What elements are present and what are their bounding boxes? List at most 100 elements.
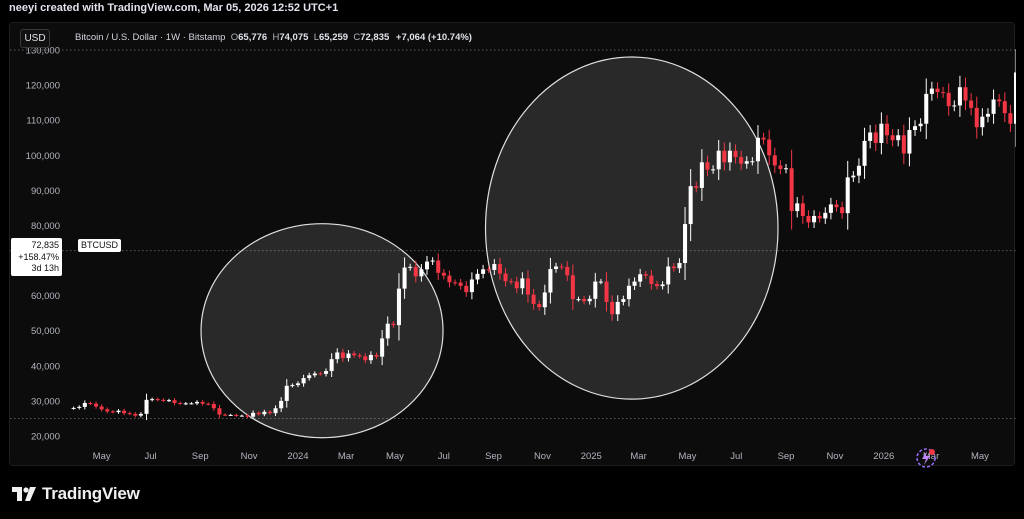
candle [391,321,396,328]
candle-body [357,355,362,357]
candle-body [834,204,839,208]
candle-body [82,403,87,407]
candle-body [430,260,435,262]
candle-body [918,123,923,127]
candle [368,351,373,364]
candle-body [828,204,833,213]
candle [335,348,340,364]
candle-body [307,375,312,379]
candle [200,400,205,406]
candle [649,270,654,290]
candle-body [469,279,474,293]
y-tick-label: 40,000 [31,361,60,372]
candle-body [200,401,205,404]
candle [307,372,312,381]
candle-body [654,284,660,287]
candle-body [671,266,676,269]
y-tick-label: 100,000 [26,151,60,162]
candle-body [380,338,385,357]
candle-body [587,298,592,302]
candle [654,280,660,290]
candle [475,269,480,285]
close-value: 72,835 [360,32,390,43]
candle-body [94,403,99,407]
candle-body [677,263,682,269]
candle [604,272,609,312]
candle [610,295,615,321]
candle-body [699,162,704,188]
candle-body [424,261,430,270]
candle-body [374,354,379,357]
chart-panel[interactable]: 20,00030,00040,00050,00060,00070,00080,0… [9,22,1016,468]
candle-body [963,87,968,101]
candle [559,263,564,270]
y-tick-label: 30,000 [31,396,60,407]
candle-body [997,99,1002,102]
candle-body [548,268,553,293]
candle [694,181,699,193]
candle [716,139,721,181]
currency-selector-button[interactable]: USD [20,29,50,48]
candle-body [896,135,901,141]
candle-body [929,88,934,94]
candle [856,158,861,184]
candle-body [980,116,985,128]
candle-body [228,414,233,416]
candle [340,348,345,362]
candle-body [985,113,990,117]
candle [531,288,536,310]
candle [295,381,301,388]
candle-body [267,411,272,414]
candle-body [262,411,267,415]
candle [744,156,749,169]
candle [638,268,643,287]
last-price-percent: +158.47% [18,251,59,262]
candle [828,197,833,220]
close-label: C [353,32,361,43]
candle-body [368,354,373,361]
candle [957,75,962,117]
candle [913,120,918,136]
flash-icon[interactable] [915,447,937,474]
candle [464,281,469,297]
candle [217,404,222,418]
candle [683,207,688,281]
candle-body [284,385,289,401]
candle-body [419,269,424,277]
candle [453,279,458,286]
candle [901,124,906,165]
candle-body [436,260,441,273]
candle [194,400,200,406]
candle-body [239,415,244,417]
candle-body [363,356,368,361]
candle-body [217,408,222,415]
candle [228,413,233,417]
candle-body [705,162,710,170]
candle [150,397,155,402]
candle-body [245,415,250,417]
price-chart[interactable]: 20,00030,00040,00050,00060,00070,00080,0… [10,23,1016,467]
candle-body [542,292,547,308]
candle-body [447,275,452,283]
candle [133,412,138,418]
candle-body [301,378,306,384]
candle [783,163,789,174]
candle [138,412,143,418]
candle-body [755,137,760,162]
candle-body [767,139,772,156]
candle [127,411,132,416]
highlight-ellipse [484,56,779,400]
candle-body [458,282,463,286]
candle [105,407,110,414]
tradingview-logo: TradingView [12,484,140,504]
candle-body [340,352,345,359]
candle-body [873,132,878,143]
candle-body [329,359,334,372]
candle-body [694,186,699,188]
candle-body [234,414,239,416]
candle-body [408,266,413,268]
candle [239,414,244,417]
candle [593,272,598,308]
candle-body [396,288,401,326]
candle [789,149,794,230]
